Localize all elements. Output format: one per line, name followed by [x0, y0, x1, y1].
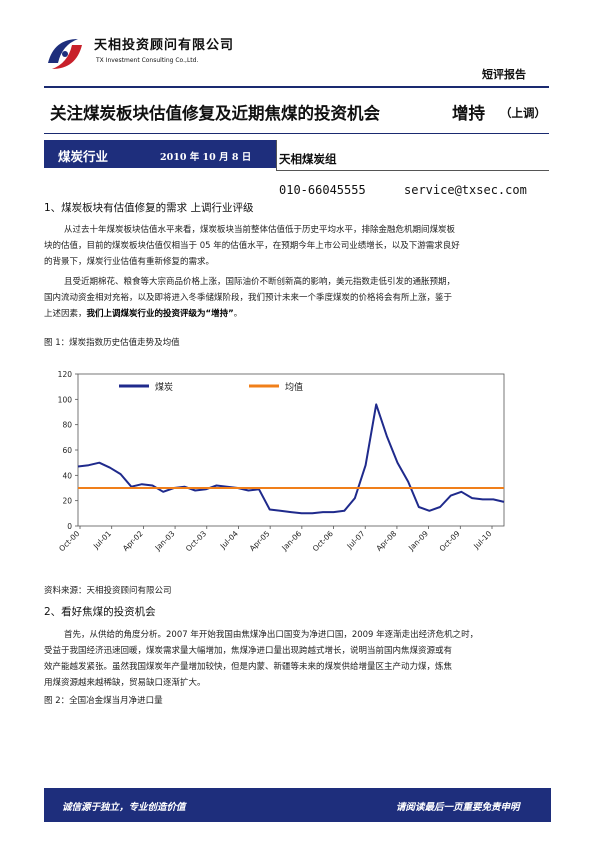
company-name-en: TX Investment Consulting Co.,Ltd. [96, 57, 199, 64]
contact-phone: 010-66045555 [279, 183, 366, 197]
paragraph-line: 上述因素，我们上调煤炭行业的投资评级为“增持”。 [44, 306, 554, 322]
section-1-paragraph-2: 且受近期棉花、粮食等大宗商品价格上涨，国际油价不断创新高的影响，美元指数走低引发… [44, 274, 554, 322]
y-tick-label: 100 [58, 395, 73, 404]
banner-divider [276, 140, 277, 170]
rating-statement: 我们上调煤炭行业的投资评级为“增持” [86, 309, 234, 319]
x-tick-label: Oct-09 [438, 529, 462, 553]
footer-slogan: 诚信源于独立，专业创造价值 [62, 802, 186, 813]
section-2-paragraph: 首先，从供给的角度分析。2007 年开始我国由焦煤净出口国变为净进口国，2009… [44, 627, 554, 691]
report-date: 2010 年 10 月 8 日 [160, 152, 252, 163]
y-tick-label: 0 [67, 522, 72, 531]
figure-2-caption: 图 2：全国冶金煤当月净进口量 [44, 696, 163, 706]
x-tick-label: Jan-09 [406, 529, 430, 553]
x-tick-label: Jul-04 [218, 529, 240, 551]
legend-label: 均值 [285, 381, 303, 393]
section-1-paragraph-1: 从过去十年煤炭板块估值水平来看，煤炭板块当前整体估值低于历史平均水平，排除金融危… [44, 222, 554, 270]
rating: 增持 [452, 104, 485, 123]
x-tick-label: Apr-05 [248, 529, 272, 553]
chart-axes: 0 20 40 60 80 100 120 Oct-00 Jul-01 Apr-02 Jan-03 O… [57, 370, 505, 553]
paragraph-line: 用煤资源越来越稀缺，贸易缺口逐渐扩大。 [44, 678, 206, 688]
header-rule [44, 86, 549, 88]
report-title: 关注煤炭板块估值修复及近期焦煤的投资机会 [50, 104, 380, 123]
company-name-cn: 天相投资顾问有限公司 [94, 38, 235, 53]
y-tick-label: 80 [62, 421, 72, 430]
team-underline [276, 170, 549, 171]
footer-bar [44, 788, 551, 822]
y-tick-label: 60 [62, 446, 72, 455]
plot-frame [77, 373, 505, 527]
x-tick-label: Oct-00 [57, 529, 81, 553]
figure-1-chart: 0 20 40 60 80 100 120 Oct-00 Jul-01 Apr-02 Jan-03 O… [44, 366, 514, 576]
paragraph-line: 块的估值，目前的煤炭板块估值仅相当于 05 年的估值水平，在预期今年上市公司业绩… [44, 241, 460, 251]
title-rule [44, 133, 549, 134]
industry-label: 煤炭行业 [58, 149, 109, 164]
y-tick-label: 120 [58, 370, 73, 379]
industry-banner [44, 140, 276, 168]
x-tick-label: Apr-08 [374, 529, 398, 553]
section-1-heading: 1、煤炭板块有估值修复的需求 上调行业评级 [44, 202, 254, 214]
analyst-team: 天相煤炭组 [279, 152, 337, 166]
section-2-heading: 2、看好焦煤的投资机会 [44, 606, 156, 618]
report-type: 短评报告 [482, 68, 526, 81]
figure-1-caption: 图 1：煤炭指数历史估值走势及均值 [44, 338, 180, 348]
series-line-coal-index [77, 403, 505, 515]
paragraph-line: 受益于我国经济迅速回暖，煤炭需求量大幅增加，焦煤净进口量出现跨越式增长，说明当前… [44, 646, 453, 656]
x-tick-label: Jul-01 [91, 529, 113, 551]
figure-1-source: 资料来源：天相投资顾问有限公司 [44, 586, 172, 596]
contact-email[interactable]: service@txsec.com [404, 183, 527, 197]
footer-disclaimer-note: 请阅读最后一页重要免责申明 [396, 802, 520, 813]
x-tick-label: Oct-03 [184, 529, 208, 553]
company-logo [48, 39, 82, 69]
rating-change: （上调） [500, 106, 546, 120]
x-tick-label: Jan-06 [279, 529, 303, 553]
legend-label: 煤炭 [155, 381, 173, 393]
line-chart: 0 20 40 60 80 100 120 Oct-00 Jul-01 Apr-02 Jan-03 O… [57, 370, 505, 553]
x-tick-label: Apr-02 [121, 529, 145, 553]
paragraph-line: 的背景下，煤炭行业估值有重新修复的需求。 [44, 257, 215, 267]
paragraph-line: 且受近期棉花、粮食等大宗商品价格上涨，国际油价不断创新高的影响，美元指数走低引发… [64, 277, 456, 287]
paragraph-text: 。 [233, 309, 243, 319]
x-tick-label: Jul-07 [345, 529, 367, 551]
paragraph-line: 效产能越发紧张。虽然我国煤炭年产量增加较快，但是内蒙、新疆等未来的煤炭供给增量区… [44, 662, 453, 672]
x-tick-label: Jan-03 [153, 529, 177, 553]
x-tick-label: Jul-10 [471, 529, 493, 551]
paragraph-text: 上述因素， [44, 309, 87, 319]
chart-legend: 煤炭 均值 [119, 381, 303, 393]
paragraph-line: 国内流动资金相对充裕，以及即将进入冬季储煤阶段，我们预计未来一个季度煤炭的价格将… [44, 293, 453, 303]
paragraph-line: 首先，从供给的角度分析。2007 年开始我国由焦煤净出口国变为净进口国，2009… [64, 630, 479, 640]
paragraph-line: 从过去十年煤炭板块估值水平来看，煤炭板块当前整体估值低于历史平均水平，排除金融危… [64, 225, 456, 235]
chart-series [77, 403, 505, 515]
x-tick-label: Oct-06 [311, 529, 335, 553]
y-tick-label: 40 [62, 471, 72, 480]
y-tick-label: 20 [62, 497, 72, 506]
